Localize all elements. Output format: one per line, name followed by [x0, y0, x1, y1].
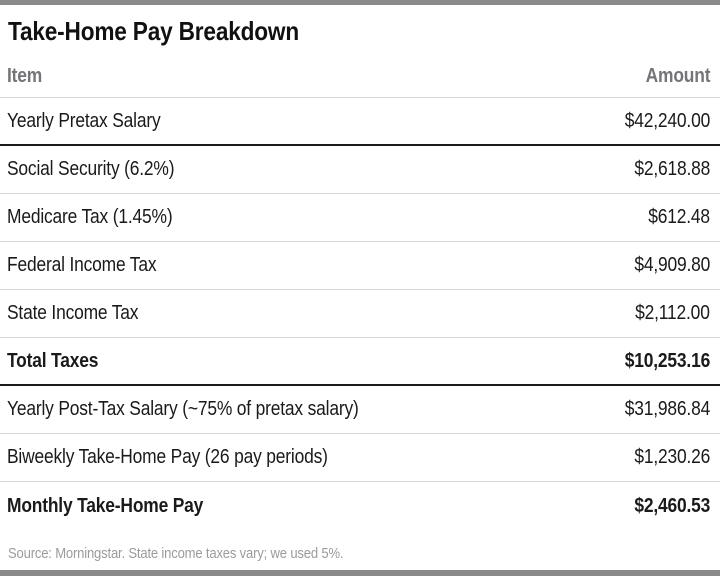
- table-row: State Income Tax $2,112.00: [0, 290, 720, 338]
- row-amount-value: $42,240.00: [624, 109, 711, 132]
- row-amount-value: $4,909.80: [634, 254, 710, 276]
- top-rule-bar: [0, 0, 720, 5]
- page-title: Take-Home Pay Breakdown: [0, 5, 720, 49]
- row-item-label: Monthly Take-Home Pay: [7, 494, 204, 517]
- row-amount-value: $2,460.53: [634, 494, 710, 517]
- row-item-label: Social Security (6.2%): [7, 158, 175, 180]
- row-item-label: State Income Tax: [7, 302, 139, 324]
- row-item-label: Federal Income Tax: [7, 254, 157, 276]
- row-amount-value: $10,253.16: [624, 349, 711, 372]
- column-header-amount: Amount: [645, 65, 710, 87]
- row-item-label: Yearly Pretax Salary: [7, 109, 161, 132]
- table-row: Total Taxes $10,253.16: [0, 338, 720, 386]
- row-amount-value: $2,112.00: [635, 302, 710, 324]
- row-item-label: Biweekly Take-Home Pay (26 pay periods): [7, 446, 328, 468]
- table-row: Yearly Post-Tax Salary (~75% of pretax s…: [0, 386, 720, 434]
- row-amount-value: $2,618.88: [634, 158, 710, 180]
- row-amount-value: $1,230.26: [634, 446, 710, 468]
- row-item-label: Yearly Post-Tax Salary (~75% of pretax s…: [7, 398, 359, 420]
- page-title-text: Take-Home Pay Breakdown: [8, 16, 300, 46]
- table-row: Yearly Pretax Salary $42,240.00: [0, 98, 720, 146]
- table-header-row: Item Amount: [0, 49, 720, 98]
- table-row: Social Security (6.2%) $2,618.88: [0, 146, 720, 194]
- table-row: Biweekly Take-Home Pay (26 pay periods) …: [0, 434, 720, 482]
- table-body: Yearly Pretax Salary $42,240.00 Social S…: [0, 98, 720, 530]
- source-note: Source: Morningstar. State income taxes …: [0, 530, 720, 562]
- source-note-text: Source: Morningstar. State income taxes …: [8, 545, 344, 562]
- row-amount-value: $31,986.84: [624, 398, 711, 420]
- bottom-rule-bar: [0, 570, 720, 576]
- row-amount-value: $612.48: [648, 206, 710, 228]
- row-item-label: Total Taxes: [7, 349, 99, 372]
- row-item-label: Medicare Tax (1.45%): [7, 206, 173, 228]
- table-row: Monthly Take-Home Pay $2,460.53: [0, 482, 720, 530]
- breakdown-table: Item Amount Yearly Pretax Salary $42,240…: [0, 49, 720, 530]
- column-header-item: Item: [7, 65, 43, 87]
- table-row: Federal Income Tax $4,909.80: [0, 242, 720, 290]
- table-row: Medicare Tax (1.45%) $612.48: [0, 194, 720, 242]
